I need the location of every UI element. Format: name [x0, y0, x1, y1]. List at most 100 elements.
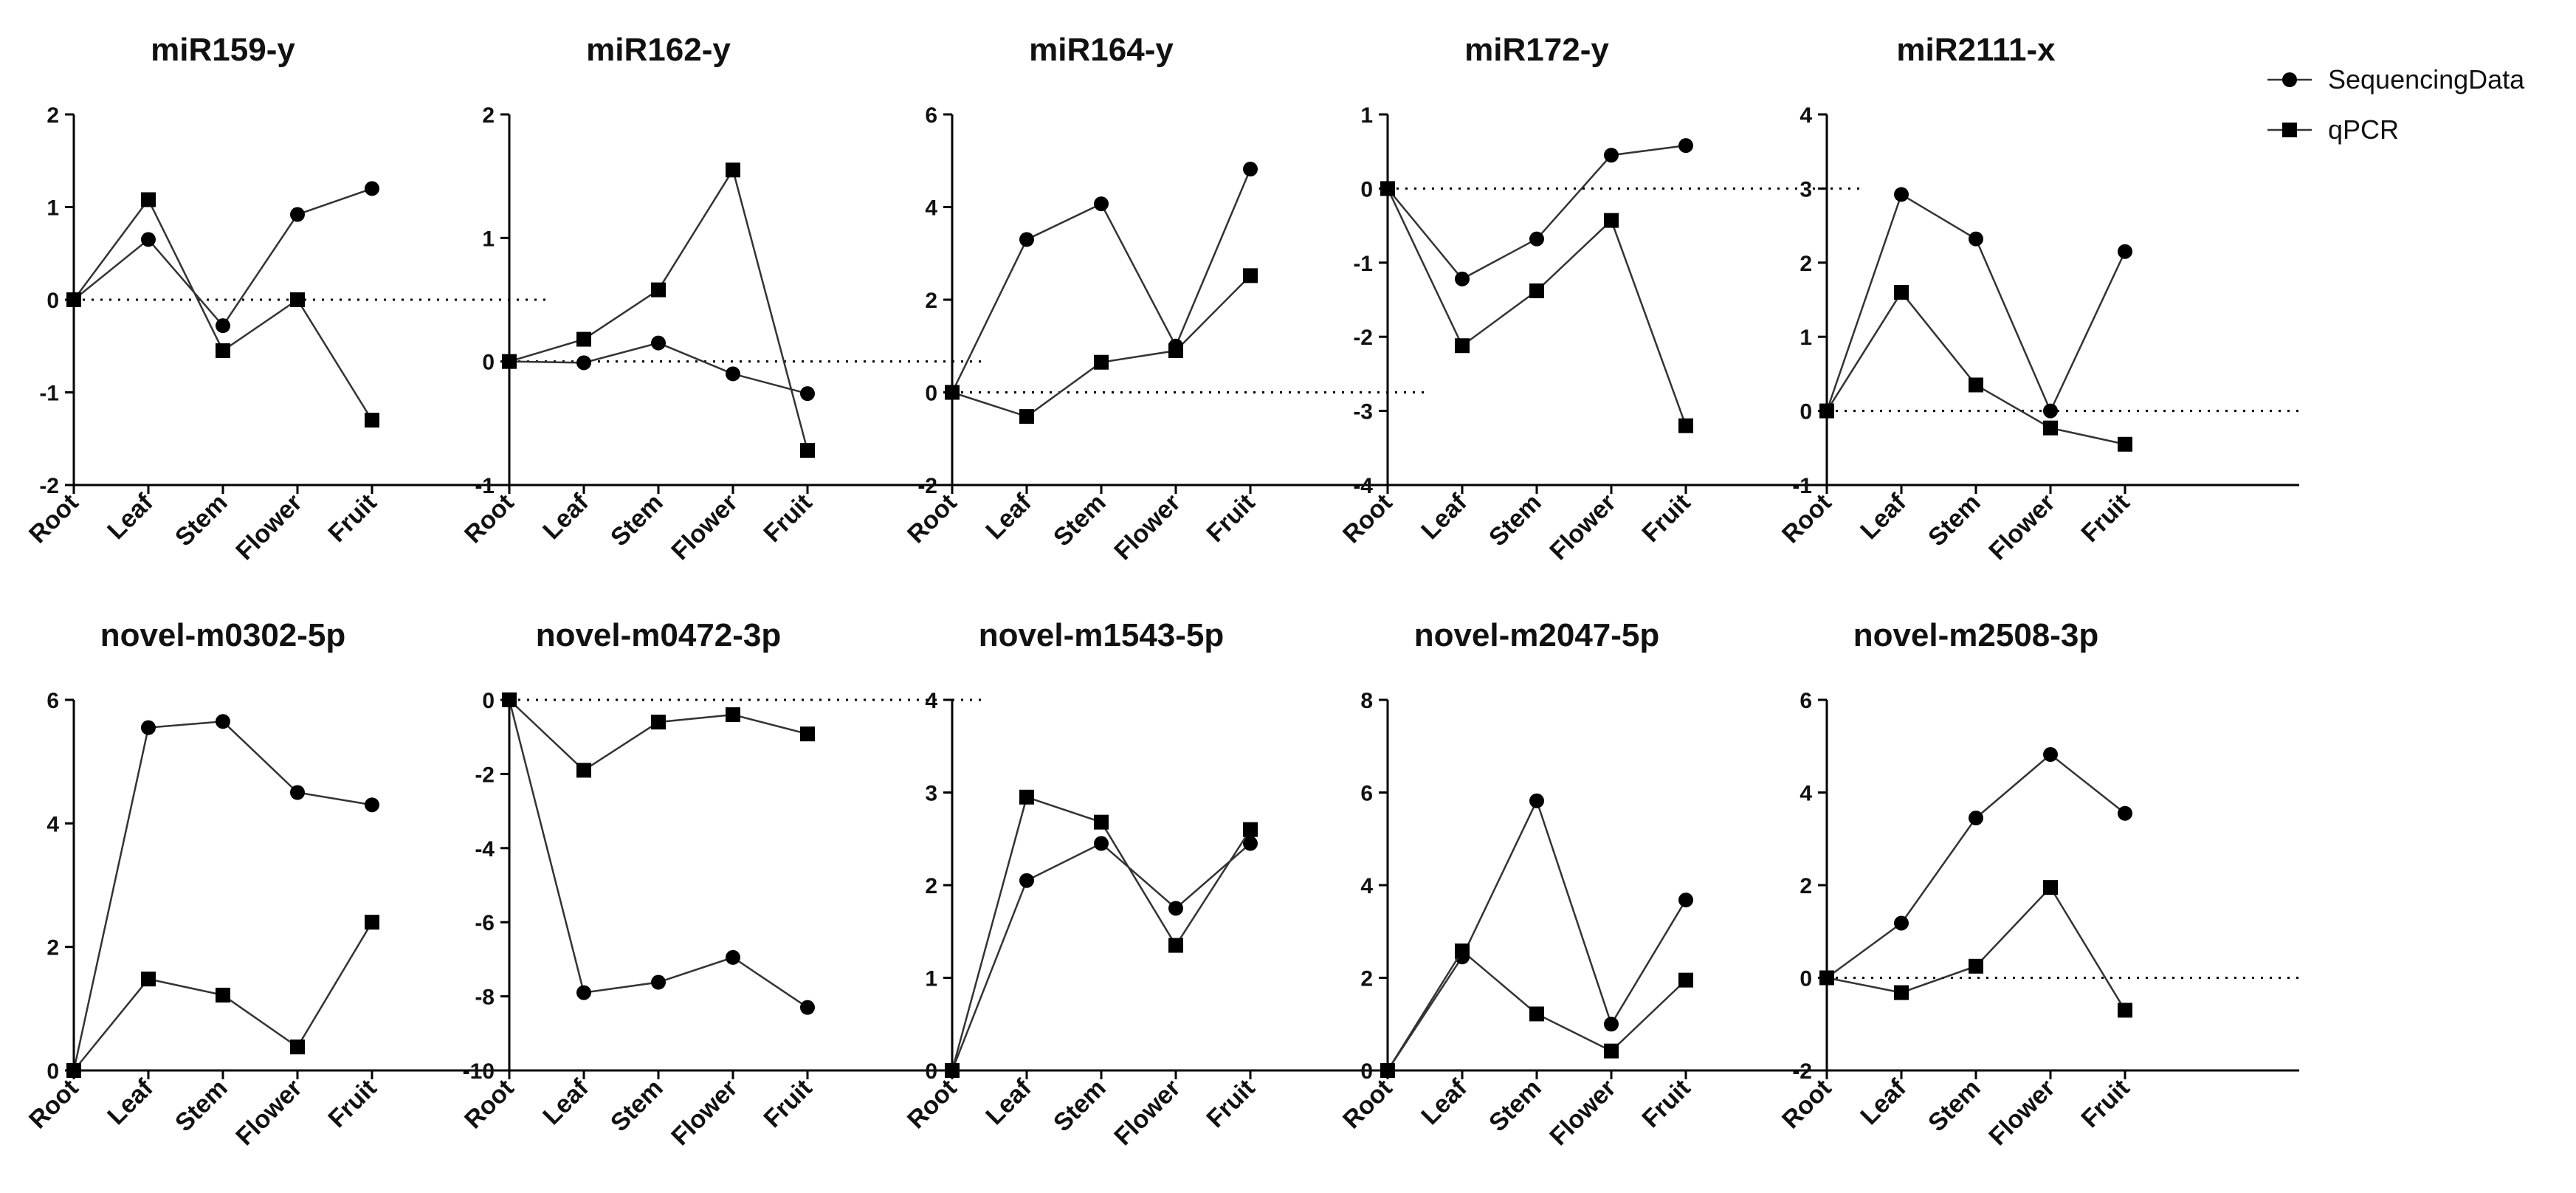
x-category-label: Fruit: [758, 489, 817, 548]
data-point-SequencingData: [1094, 196, 1109, 212]
y-tick-label: 2: [925, 289, 937, 313]
x-category-label: Stem: [1048, 1074, 1112, 1138]
data-point-qPCR: [1529, 283, 1544, 298]
x-category-label: Stem: [1048, 489, 1112, 552]
x-category-label: Fruit: [1201, 489, 1260, 548]
y-tick-label: 0: [1360, 177, 1373, 202]
series-line-qPCR: [1825, 290, 2126, 446]
data-point-qPCR: [216, 343, 230, 359]
x-category-label: Fruit: [1636, 489, 1695, 548]
panel-title: miR2111-x: [1896, 32, 2056, 68]
y-tick-label: -1: [475, 474, 495, 498]
y-tick-label: 4: [1800, 782, 1812, 806]
data-point-SequencingData: [2043, 403, 2058, 419]
legend-label: SequencingData: [2328, 64, 2525, 94]
data-point-qPCR: [365, 915, 379, 930]
panel-title: novel-m0472-3p: [536, 617, 782, 653]
data-point-SequencingData: [1604, 148, 1619, 163]
data-point-SequencingData: [576, 355, 591, 371]
data-point-qPCR: [1094, 354, 1109, 370]
x-category-label: Stem: [170, 1074, 233, 1138]
legend-label: qPCR: [2328, 114, 2399, 145]
series-line-SequencingData: [1386, 798, 1687, 1071]
y-tick-label: 4: [1360, 874, 1373, 898]
y-tick-label: 1: [925, 967, 937, 991]
data-point-qPCR: [216, 987, 230, 1003]
data-point-SequencingData: [1168, 901, 1183, 916]
y-tick-label: 2: [1360, 967, 1373, 991]
x-category-label: Flower: [1109, 1074, 1185, 1151]
y-tick-label: -6: [475, 911, 495, 935]
panel-title: miR164-y: [1029, 32, 1174, 68]
x-category-label: Stem: [1923, 489, 1986, 552]
data-point-SequencingData: [290, 785, 305, 800]
legend-entry-qPCR: qPCR: [2267, 114, 2399, 145]
legend-entry-SequencingData: SequencingData: [2267, 64, 2525, 94]
data-point-qPCR: [576, 331, 591, 347]
data-point-qPCR: [290, 292, 305, 307]
x-category-label: Stem: [170, 489, 233, 552]
x-category-label: Flower: [1109, 489, 1185, 565]
data-point-SequencingData: [141, 232, 156, 247]
data-point-qPCR: [141, 192, 156, 207]
data-point-qPCR: [1455, 338, 1470, 354]
data-point-SequencingData: [651, 974, 666, 990]
series-line-qPCR: [951, 275, 1251, 418]
y-tick-label: 0: [482, 351, 495, 375]
x-category-label: Leaf: [1855, 488, 1912, 545]
x-category-label: Flower: [1983, 1074, 2060, 1151]
data-point-qPCR: [1678, 418, 1693, 433]
data-point-qPCR: [2043, 880, 2058, 895]
x-category-label: Fruit: [323, 489, 382, 548]
data-point-SequencingData: [651, 335, 666, 351]
data-point-SequencingData: [1678, 138, 1693, 154]
series-line-qPCR: [509, 699, 808, 771]
series-line-qPCR: [509, 168, 809, 451]
data-point-SequencingData: [216, 318, 230, 334]
x-category-label: Leaf: [537, 488, 594, 545]
data-point-qPCR: [576, 763, 591, 778]
data-point-qPCR: [1380, 1063, 1395, 1078]
data-point-qPCR: [1894, 284, 1909, 300]
y-tick-label: -3: [1353, 400, 1373, 424]
series-line-SequencingData: [73, 188, 373, 328]
data-point-qPCR: [66, 1063, 81, 1078]
data-point-SequencingData: [800, 1000, 815, 1015]
y-tick-label: 6: [925, 103, 937, 128]
x-category-label: Fruit: [2076, 489, 2135, 548]
series-line-qPCR: [1386, 188, 1687, 427]
y-tick-label: -2: [39, 474, 59, 498]
y-tick-label: -1: [39, 382, 59, 406]
data-point-SequencingData: [800, 386, 815, 402]
y-tick-label: 2: [925, 874, 937, 898]
data-point-SequencingData: [1678, 893, 1693, 908]
data-point-qPCR: [726, 707, 740, 723]
data-point-qPCR: [502, 354, 517, 369]
x-category-label: Flower: [1983, 489, 2060, 565]
y-tick-label: 0: [925, 1059, 937, 1084]
data-point-qPCR: [1094, 814, 1109, 830]
data-point-qPCR: [1678, 972, 1693, 988]
legend-marker-square: [2282, 123, 2297, 137]
data-point-qPCR: [2118, 436, 2132, 452]
x-category-label: Flower: [230, 489, 307, 565]
panel-title: miR159-y: [151, 32, 295, 68]
panel-title: miR162-y: [586, 32, 731, 68]
y-tick-label: 0: [1800, 967, 1812, 991]
y-tick-label: 1: [1800, 326, 1812, 350]
y-tick-label: 2: [482, 103, 495, 128]
x-category-label: Flower: [1544, 489, 1621, 565]
data-point-SequencingData: [2118, 805, 2132, 821]
y-tick-label: -2: [917, 474, 937, 498]
series-line-SequencingData: [951, 842, 1251, 1071]
panel-title: novel-m2508-3p: [1853, 617, 2099, 653]
y-tick-label: 6: [1360, 782, 1373, 806]
data-point-qPCR: [1894, 985, 1909, 1000]
data-point-qPCR: [800, 726, 815, 742]
panel-title: miR172-y: [1464, 32, 1609, 68]
